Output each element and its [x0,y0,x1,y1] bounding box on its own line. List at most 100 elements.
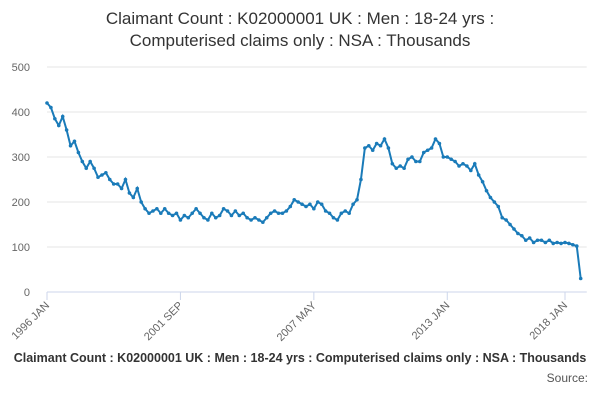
data-point [535,238,540,243]
data-point [139,200,143,204]
data-point [80,159,85,164]
data-point [484,188,489,193]
data-point [520,233,524,238]
data-point [127,191,132,195]
data-point [115,182,120,186]
data-point [410,155,414,159]
data-point [206,218,210,222]
data-point [111,182,116,186]
data-point [343,209,348,213]
data-point [312,206,316,211]
data-point [225,209,230,213]
data-point [429,146,434,150]
data-point [88,159,92,164]
data-point [45,101,49,105]
data-point [441,155,446,159]
data-point [390,161,395,166]
data-point [272,209,277,213]
data-point [457,164,461,168]
data-point [237,213,242,218]
data-point [155,206,159,211]
data-point [496,204,501,209]
data-point [398,164,402,168]
data-point [418,159,422,164]
data-point [363,146,367,150]
data-point [527,236,532,240]
data-point [100,173,104,177]
data-point [68,143,73,148]
data-point [60,114,65,119]
data-point [268,211,273,216]
data-point [190,211,194,216]
data-point [119,186,124,191]
source: Source: [547,371,588,385]
y-tick-label: 300 [12,152,30,164]
data-point [523,238,528,243]
data-point [531,240,536,245]
data-point [170,213,175,218]
data-point [433,137,438,141]
data-point [64,128,69,132]
data-point [186,215,191,220]
data-point [555,240,559,245]
data-point [217,213,222,218]
data-point [288,204,293,209]
data-point [551,241,556,246]
data-point [229,213,234,218]
data-point [571,242,575,247]
data-point [257,218,261,222]
data-point [253,215,257,220]
data-point [331,215,336,220]
x-tick-label: 1996 JAN [9,300,52,343]
data-point [56,123,61,128]
chart-title: Claimant Count : K02000001 UK : Men : 18… [106,9,494,28]
data-point [159,211,163,216]
data-point [308,202,312,207]
y-tick-label: 400 [12,107,30,119]
data-point [335,218,340,222]
data-point [516,231,520,236]
data-point [213,215,218,220]
data-point [359,177,363,182]
data-point [72,139,77,144]
data-point [378,143,383,148]
data-point [559,241,563,246]
data-point [315,200,320,204]
x-tick-label: 2013 JAN [410,300,453,343]
data-point [402,166,406,171]
data-point [465,164,469,168]
data-point [96,175,100,180]
data-point [539,238,544,243]
data-point [327,211,332,216]
data-point [194,206,198,211]
data-point [276,211,281,216]
data-point [107,177,112,182]
data-point [304,204,308,209]
data-point [135,186,140,191]
data-point [500,215,505,220]
data-point [323,209,328,213]
footer-title: Claimant Count : K02000001 UK : Men : 18… [14,351,587,365]
data-line [46,102,582,279]
data-point [221,206,226,211]
data-point [461,161,465,166]
data-point [366,143,371,148]
data-point [449,157,453,162]
data-point [280,211,285,216]
data-point [151,209,155,213]
data-point [319,202,324,207]
data-point [210,211,214,216]
data-point [143,206,147,211]
data-point [543,240,548,245]
data-point [347,211,351,216]
data-point [339,211,344,216]
y-tick-label: 500 [12,62,30,74]
data-point [162,206,167,211]
data-point [49,105,53,110]
x-tick-label: 2007 MAY [275,299,320,344]
data-point [488,195,493,200]
data-point [472,161,477,166]
data-point [469,168,473,173]
data-point [178,218,183,222]
